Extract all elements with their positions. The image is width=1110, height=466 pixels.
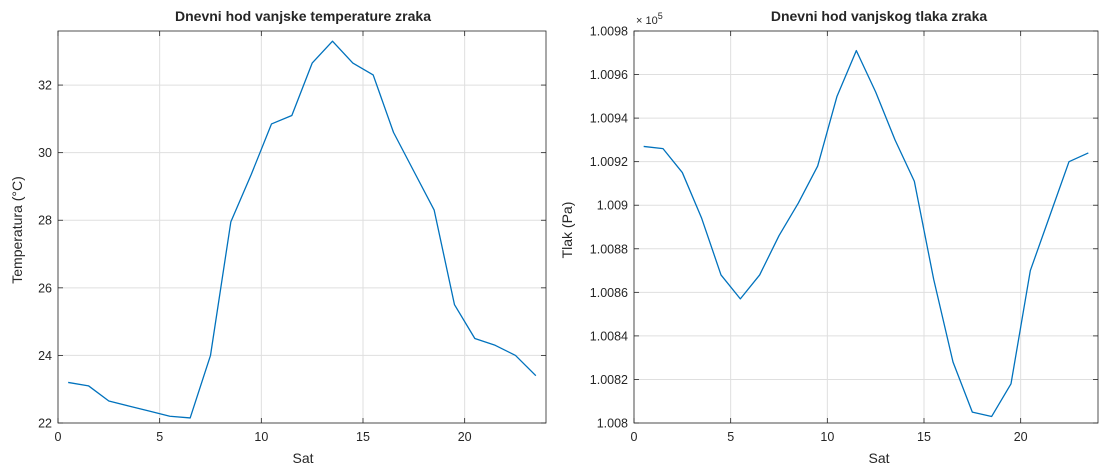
pressure-chart-title: Dnevni hod vanjskog tlaka zraka — [771, 8, 988, 24]
temperature-x-tick-label: 20 — [458, 430, 472, 444]
pressure-axes-box — [633, 30, 1099, 424]
pressure-y-tick-label: 1.0096 — [590, 68, 628, 82]
temperature-x-tick-label: 0 — [55, 430, 62, 444]
pressure-y-tick-label: 1.0086 — [590, 286, 628, 300]
pressure-y-tick-label: 1.009 — [597, 199, 628, 213]
temperature-y-axis-label: Temperatura (°C) — [9, 176, 25, 284]
temperature-chart-title: Dnevni hod vanjske temperature zraka — [175, 8, 431, 24]
pressure-chart: Dnevni hod vanjskog tlaka zraka Sat Tlak… — [559, 8, 1099, 466]
temperature-x-axis-label: Sat — [292, 450, 313, 466]
temperature-y-tick-label: 26 — [38, 281, 52, 295]
temperature-y-tick-label: 22 — [38, 417, 52, 431]
pressure-series-line — [643, 49, 1089, 418]
pressure-x-tick-label: 0 — [631, 430, 638, 444]
temperature-series-line — [68, 40, 537, 419]
pressure-plot-area — [634, 31, 1098, 423]
temperature-y-tick-label: 28 — [38, 214, 52, 228]
pressure-y-tick-label: 1.008 — [597, 417, 628, 431]
pressure-y-tick-label: 1.0084 — [590, 329, 628, 343]
pressure-x-tick-label: 15 — [917, 430, 931, 444]
pressure-y-tick-label: 1.0088 — [590, 242, 628, 256]
pressure-x-tick-label: 10 — [820, 430, 834, 444]
temperature-x-tick-label: 5 — [156, 430, 163, 444]
temperature-y-tick-label: 32 — [38, 79, 52, 93]
pressure-y-tick-label: 1.0094 — [590, 112, 628, 126]
pressure-x-tick-label: 5 — [727, 430, 734, 444]
temperature-y-tick-label: 24 — [38, 349, 52, 363]
temperature-x-tick-label: 10 — [254, 430, 268, 444]
temperature-x-tick-label: 15 — [356, 430, 370, 444]
pressure-x-axis-label: Sat — [868, 450, 889, 466]
pressure-x-tick-label: 20 — [1014, 430, 1028, 444]
pressure-y-axis-label: Tlak (Pa) — [559, 202, 575, 259]
temperature-y-tick-label: 30 — [38, 146, 52, 160]
temperature-axes-box — [57, 30, 547, 424]
pressure-y-axis-exponent: × 105 — [636, 11, 663, 27]
pressure-y-tick-label: 1.0098 — [590, 25, 628, 39]
pressure-y-tick-label: 1.0082 — [590, 373, 628, 387]
pressure-y-tick-label: 1.0092 — [590, 155, 628, 169]
temperature-chart: Dnevni hod vanjske temperature zraka Sat… — [9, 8, 547, 466]
